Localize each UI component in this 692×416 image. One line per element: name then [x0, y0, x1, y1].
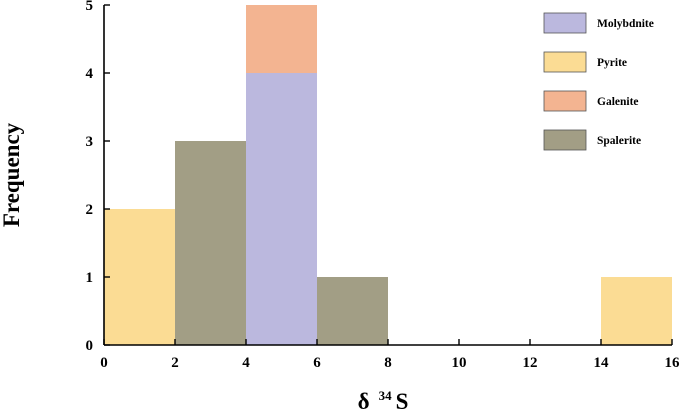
x-tick-label: 10	[452, 355, 467, 371]
bar-spalerite-2-4	[175, 141, 246, 345]
x-tick-label: 8	[384, 355, 392, 371]
bar-pyrite-0-2	[104, 209, 175, 345]
x-tick-label: 14	[594, 355, 610, 371]
x-tick-label: 16	[665, 355, 681, 371]
legend-swatch-galenite	[543, 90, 587, 112]
y-tick-label: 4	[86, 66, 94, 82]
x-axis-title: δ 34 S	[358, 387, 409, 414]
y-tick-label: 1	[86, 270, 94, 286]
x-axis-title-delta: δ	[358, 389, 370, 414]
legend-label-molybdnite: Molybdnite	[597, 18, 654, 30]
bar-pyrite-14-16	[601, 277, 672, 345]
x-tick-label: 12	[523, 355, 538, 371]
legend-swatch-pyrite	[543, 51, 587, 73]
bar-molybdnite-4-6	[246, 73, 317, 345]
y-tick-label: 0	[86, 338, 94, 354]
legend-swatch-spalerite	[543, 129, 587, 151]
y-tick-label: 5	[86, 0, 94, 14]
y-axis-title: Frequency	[0, 122, 24, 227]
x-tick-label: 6	[313, 355, 321, 371]
x-tick-label: 2	[171, 355, 179, 371]
legend-label-spalerite: Spalerite	[597, 135, 641, 147]
y-tick-label: 2	[86, 202, 94, 218]
bars-layer	[104, 5, 672, 345]
x-axis-title-suffix: S	[396, 389, 409, 414]
legend-label-pyrite: Pyrite	[597, 57, 627, 69]
y-tick-label: 3	[86, 134, 94, 150]
x-tick-label: 0	[100, 355, 108, 371]
x-tick-label: 4	[242, 355, 250, 371]
legend-label-galenite: Galenite	[597, 96, 639, 108]
x-axis-title-superscript: 34	[379, 388, 393, 403]
bar-spalerite-6-8	[317, 277, 388, 345]
legend: Molybdnite Pyrite Galenite Spalerite	[543, 12, 654, 151]
legend-swatch-molybdnite	[543, 12, 587, 34]
